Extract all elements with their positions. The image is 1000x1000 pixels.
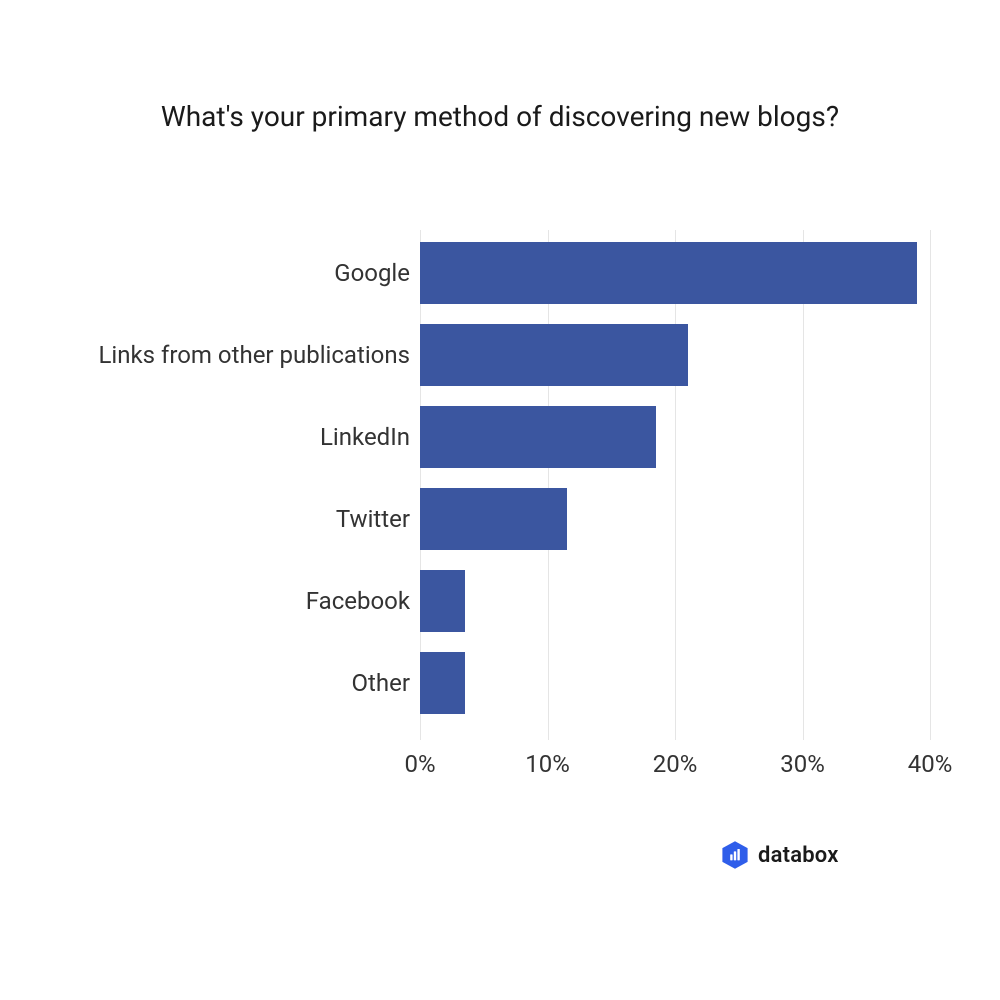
x-tick-label: 40% (890, 750, 970, 778)
plot-area (420, 230, 930, 740)
gridline (930, 230, 931, 740)
y-category-label: Google (30, 242, 410, 304)
x-tick-label: 10% (508, 750, 588, 778)
bar (420, 570, 465, 632)
chart-title: What's your primary method of discoverin… (0, 100, 1000, 133)
gridline (803, 230, 804, 740)
x-tick-label: 30% (763, 750, 843, 778)
y-category-label: Twitter (30, 488, 410, 550)
chart-container: What's your primary method of discoverin… (0, 0, 1000, 1000)
brand-name: databox (758, 843, 839, 868)
y-category-label: Facebook (30, 570, 410, 632)
bar (420, 242, 917, 304)
brand-logo: databox (720, 840, 839, 870)
gridline (675, 230, 676, 740)
y-category-label: LinkedIn (30, 406, 410, 468)
y-category-label: Links from other publications (30, 324, 410, 386)
bar (420, 324, 688, 386)
databox-hex-icon (720, 840, 750, 870)
bar (420, 488, 567, 550)
bar (420, 652, 465, 714)
x-tick-label: 20% (635, 750, 715, 778)
y-category-label: Other (30, 652, 410, 714)
bar (420, 406, 656, 468)
gridline (548, 230, 549, 740)
x-tick-label: 0% (380, 750, 460, 778)
